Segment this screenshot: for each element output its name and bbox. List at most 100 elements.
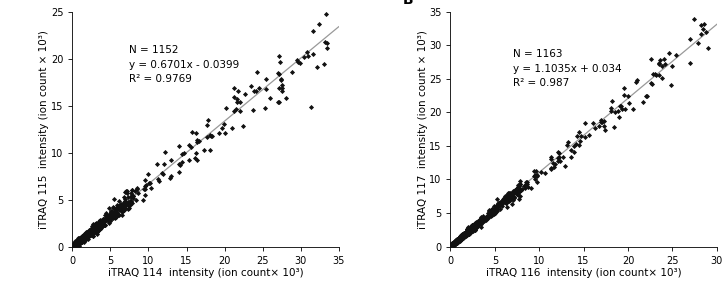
Point xyxy=(91,224,103,229)
Point xyxy=(140,183,151,188)
Point xyxy=(454,236,466,241)
Point xyxy=(93,223,104,228)
Point xyxy=(68,244,80,248)
Point xyxy=(508,196,519,200)
Point xyxy=(546,155,557,160)
Point xyxy=(448,241,460,245)
Point xyxy=(447,243,458,248)
Point xyxy=(72,240,84,245)
Point xyxy=(105,210,117,214)
Point xyxy=(70,241,82,246)
Point xyxy=(447,242,458,247)
Point xyxy=(468,225,480,230)
Point xyxy=(85,230,96,235)
Point xyxy=(470,222,481,226)
Point xyxy=(71,241,83,246)
Point xyxy=(511,189,523,194)
Point xyxy=(462,227,473,231)
Point xyxy=(302,53,313,58)
Point xyxy=(88,225,100,230)
Point xyxy=(70,241,81,246)
Point xyxy=(121,189,132,193)
Point xyxy=(476,217,487,222)
Point xyxy=(104,214,115,219)
Point xyxy=(460,233,471,238)
Point xyxy=(447,242,458,247)
Point xyxy=(87,227,98,232)
Point xyxy=(72,240,83,245)
Point xyxy=(127,193,139,198)
Point xyxy=(445,243,457,248)
Point xyxy=(67,244,79,249)
Point xyxy=(480,216,492,221)
Point xyxy=(457,232,468,237)
Point xyxy=(450,241,461,246)
Point xyxy=(531,174,542,178)
Point xyxy=(96,218,108,222)
Point xyxy=(449,242,460,247)
Point xyxy=(457,233,468,238)
Point xyxy=(555,158,566,163)
Point xyxy=(452,238,464,243)
Point xyxy=(90,228,102,233)
Point xyxy=(451,240,463,244)
Point xyxy=(484,209,496,214)
Point xyxy=(71,241,83,246)
Point xyxy=(104,214,116,219)
Point xyxy=(462,227,473,232)
Point xyxy=(447,242,458,247)
Point xyxy=(72,240,84,245)
Point xyxy=(85,231,97,236)
Point xyxy=(75,237,86,242)
Point xyxy=(93,224,104,229)
Point xyxy=(68,244,80,249)
Point xyxy=(71,240,83,245)
Point xyxy=(494,206,505,211)
Point xyxy=(456,234,468,239)
Point xyxy=(471,222,482,227)
Point xyxy=(447,241,459,245)
Point xyxy=(463,230,474,235)
Point xyxy=(69,243,80,248)
Point xyxy=(460,230,471,235)
Point xyxy=(70,241,81,246)
Point xyxy=(448,240,460,245)
Point xyxy=(449,241,460,245)
Point xyxy=(445,243,457,248)
Point xyxy=(69,244,80,249)
Point xyxy=(464,227,476,232)
Point xyxy=(461,229,473,233)
Point xyxy=(457,233,468,237)
Point xyxy=(107,211,119,216)
Point xyxy=(471,220,483,225)
Point xyxy=(68,243,80,248)
Point xyxy=(464,226,476,231)
Point xyxy=(231,100,243,105)
Point xyxy=(193,139,205,143)
Point xyxy=(689,17,700,21)
Point xyxy=(466,223,478,228)
Point xyxy=(72,239,84,244)
Point xyxy=(445,243,457,248)
Point xyxy=(72,242,83,247)
Point xyxy=(445,244,456,249)
Point xyxy=(521,179,533,184)
Point xyxy=(450,240,462,245)
Point xyxy=(450,240,461,245)
Point xyxy=(631,77,642,82)
Point xyxy=(72,241,83,246)
Point xyxy=(73,239,85,244)
Point xyxy=(471,221,483,226)
Point xyxy=(448,239,460,244)
Point xyxy=(482,216,494,220)
Point xyxy=(451,237,463,242)
Point xyxy=(77,238,89,243)
Point xyxy=(481,215,492,219)
Point xyxy=(94,224,106,229)
Point xyxy=(447,243,458,248)
Point xyxy=(70,240,81,245)
Point xyxy=(449,241,460,246)
Point xyxy=(77,237,88,242)
Point xyxy=(596,118,607,123)
Point xyxy=(450,239,461,244)
